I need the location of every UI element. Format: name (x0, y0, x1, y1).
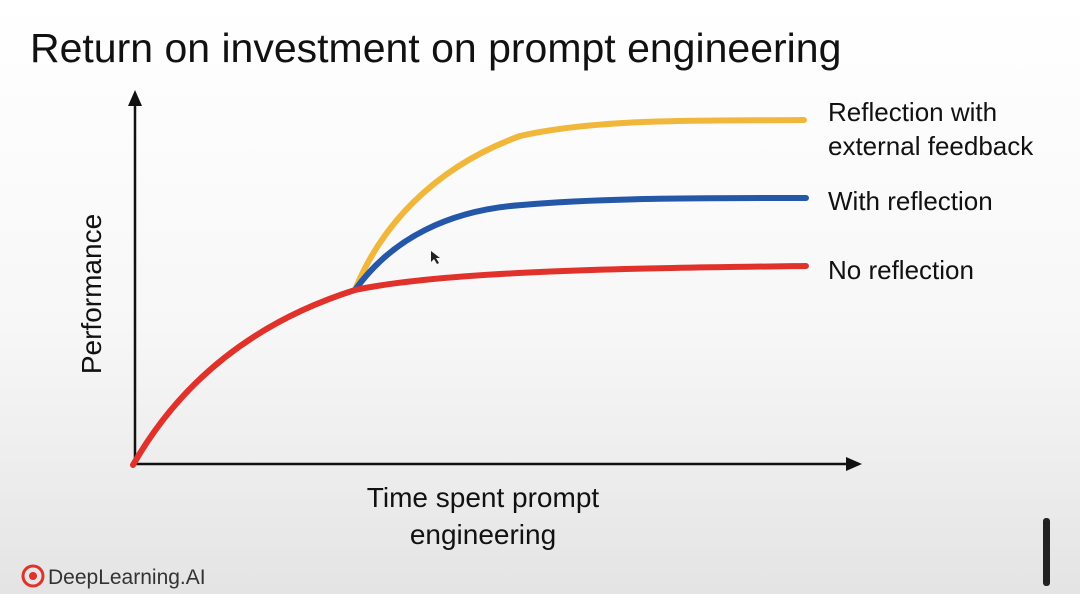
slide-title: Return on investment on prompt engineeri… (30, 25, 841, 71)
y-axis-arrow (128, 90, 142, 106)
curve-label: external feedback (828, 131, 1034, 161)
curve-label: With reflection (828, 186, 993, 216)
curve-label: Reflection with (828, 97, 997, 127)
curve-label: No reflection (828, 255, 974, 285)
scroll-indicator (1043, 518, 1050, 586)
logo-text: DeepLearning.AI (48, 566, 206, 589)
logo-icon (29, 572, 37, 580)
curve-with-reflection (352, 195, 809, 293)
curve-no-reflection (130, 263, 809, 468)
x-axis-label: engineering (410, 519, 556, 550)
y-axis-label: Performance (76, 214, 107, 374)
x-axis-arrow (846, 457, 862, 471)
x-axis-label: Time spent prompt (367, 482, 600, 513)
cursor (431, 251, 440, 264)
logo-icon (21, 564, 45, 588)
curve-reflection-external (352, 117, 807, 293)
